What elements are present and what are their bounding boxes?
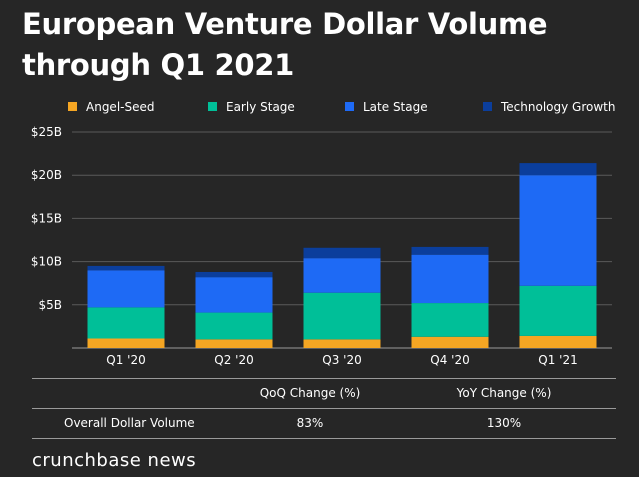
bar-segment-4-0 bbox=[519, 335, 597, 348]
stacked-bar-chart: Angel-Seed Early Stage Late Stage Technolog… bbox=[31, 100, 616, 367]
y-tick-label: $10B bbox=[31, 255, 62, 269]
legend-swatch-0 bbox=[68, 102, 77, 111]
bars bbox=[87, 163, 597, 348]
bar-segment-4-1 bbox=[519, 285, 597, 336]
bar-segment-0-0 bbox=[87, 338, 165, 348]
x-tick-label: Q2 '20 bbox=[214, 353, 253, 367]
bar-segment-1-2 bbox=[195, 277, 273, 313]
x-tick-label: Q3 '20 bbox=[322, 353, 361, 367]
bar-segment-1-1 bbox=[195, 312, 273, 340]
row-label: Overall Dollar Volume bbox=[64, 416, 195, 430]
bar-segment-0-2 bbox=[87, 270, 165, 308]
bar-segment-3-2 bbox=[411, 254, 489, 304]
bar-segment-3-0 bbox=[411, 336, 489, 348]
bar-segment-0-3 bbox=[87, 265, 165, 271]
bar-segment-0-1 bbox=[87, 307, 165, 339]
bar-segment-3-3 bbox=[411, 246, 489, 255]
change-table: QoQ Change (%) YoY Change (%) Overall Do… bbox=[32, 378, 616, 439]
bar-segment-4-2 bbox=[519, 175, 597, 286]
y-tick-label: $20B bbox=[31, 168, 62, 182]
bar-segment-2-1 bbox=[303, 292, 381, 340]
bar-segment-2-3 bbox=[303, 247, 381, 259]
legend-swatch-1 bbox=[208, 102, 217, 111]
y-tick-label: $15B bbox=[31, 211, 62, 225]
legend-label-1: Early Stage bbox=[226, 100, 295, 114]
y-tick-label: $5B bbox=[38, 298, 62, 312]
legend: Angel-Seed Early Stage Late Stage Technolog… bbox=[68, 100, 615, 114]
bar-segment-2-2 bbox=[303, 258, 381, 293]
table-header-row: QoQ Change (%) YoY Change (%) bbox=[32, 378, 616, 409]
x-tick-label: Q1 '20 bbox=[106, 353, 145, 367]
title-line-2: through Q1 2021 bbox=[22, 48, 295, 82]
brand-logo: crunchbase news bbox=[32, 450, 197, 471]
bar-segment-3-1 bbox=[411, 303, 489, 337]
legend-label-2: Late Stage bbox=[363, 100, 428, 114]
legend-label-0: Angel-Seed bbox=[86, 100, 154, 114]
legend-swatch-3 bbox=[483, 102, 492, 111]
y-axis: $5B $10B $15B $20B $25B bbox=[31, 125, 62, 312]
chart-title: European Venture Dollar Volume through Q… bbox=[22, 4, 548, 86]
y-tick-label: $25B bbox=[31, 125, 62, 139]
bar-segment-1-3 bbox=[195, 271, 273, 278]
legend-swatch-2 bbox=[345, 102, 354, 111]
x-axis: Q1 '20 Q2 '20 Q3 '20 Q4 '20 Q1 '21 bbox=[106, 353, 577, 367]
bar-segment-1-0 bbox=[195, 339, 273, 348]
x-tick-label: Q1 '21 bbox=[538, 353, 577, 367]
x-tick-label: Q4 '20 bbox=[430, 353, 469, 367]
bar-segment-4-3 bbox=[519, 163, 597, 176]
legend-label-3: Technology Growth bbox=[500, 100, 615, 114]
table-row: Overall Dollar Volume 83% 130% bbox=[32, 409, 616, 439]
title-line-1: European Venture Dollar Volume bbox=[22, 7, 548, 41]
bar-segment-2-0 bbox=[303, 339, 381, 348]
